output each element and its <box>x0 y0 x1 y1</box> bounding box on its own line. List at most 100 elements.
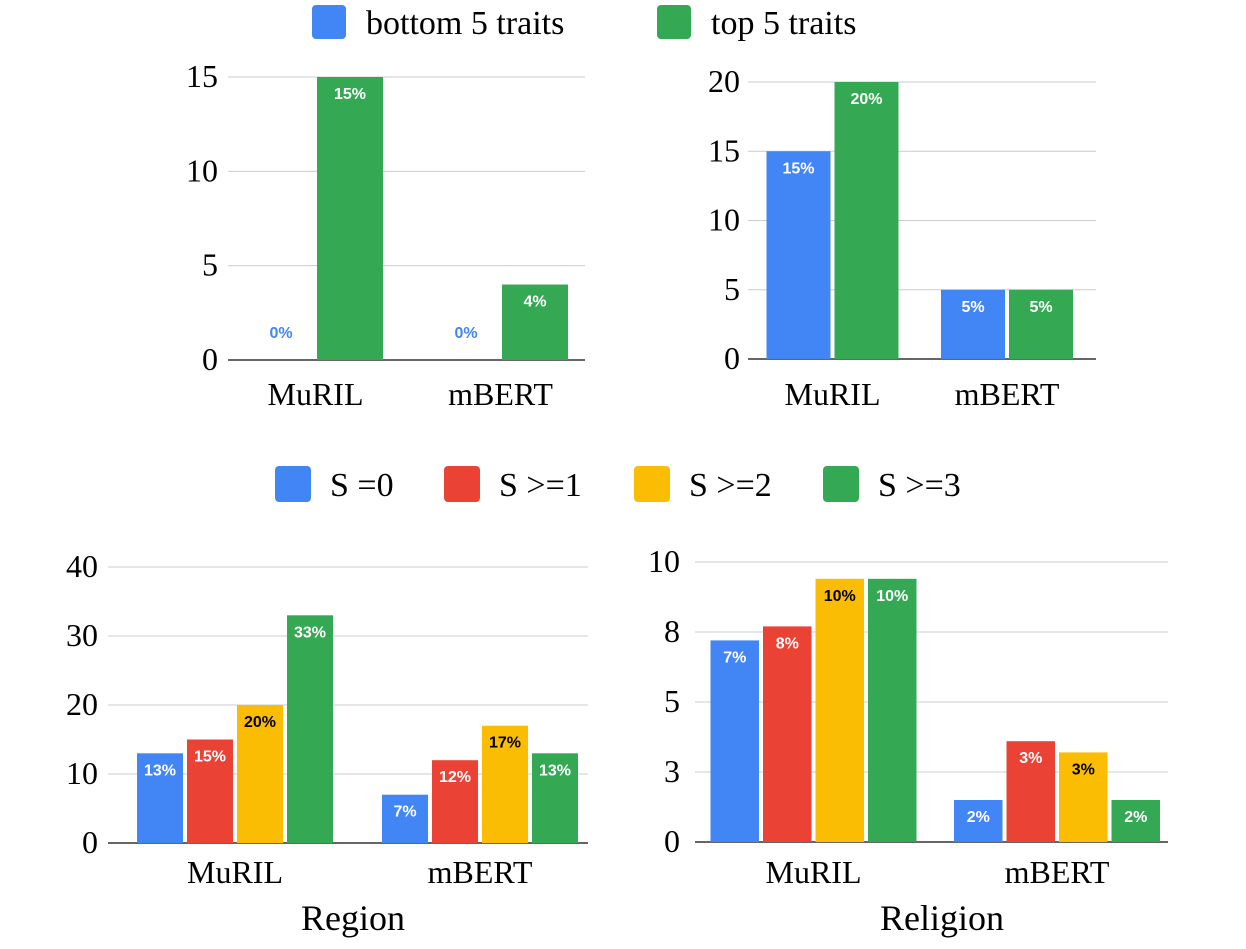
data-label: 12% <box>439 769 471 786</box>
bar[interactable] <box>502 284 568 360</box>
bar[interactable] <box>1006 741 1056 842</box>
data-label: 5% <box>1029 299 1052 316</box>
chart-region: 0 10 20 30 40 13% 15% 20% 33% MuRIL 7% 12% 17% 13% mBE… <box>66 548 588 938</box>
legend-item-s-1[interactable]: S >=1 <box>444 466 582 504</box>
bar-muril-s-3[interactable]: 33% <box>287 615 333 843</box>
bar[interactable] <box>482 725 528 843</box>
bar-muril-s-3[interactable]: 10% <box>868 578 917 842</box>
data-label: 3% <box>1019 750 1042 767</box>
bar-muril-top-5-traits[interactable]: 15% <box>317 77 383 360</box>
y-tick-label: 0 <box>202 341 218 377</box>
data-label: 4% <box>523 294 546 311</box>
bar[interactable] <box>432 760 478 843</box>
y-tick-label: 0 <box>664 823 680 859</box>
x-axis-title: Region <box>301 898 405 938</box>
bar-mbert-bottom-5-traits[interactable]: 0% <box>454 325 477 342</box>
chart-top-right: 0 5 10 15 20 15% 20% MuRIL 5% 5% mBERT <box>708 63 1096 412</box>
bar-mbert-top-5-traits[interactable]: 4% <box>502 284 568 360</box>
category-label-mbert: mBERT <box>448 376 553 412</box>
category-label-mbert: mBERT <box>955 376 1060 412</box>
legend-label: S >=1 <box>499 467 582 504</box>
legend-severity: S =0 S >=1 S >=2 S >=3 <box>275 466 961 504</box>
legend-swatch <box>444 466 480 502</box>
category-label-mbert: mBERT <box>428 854 533 890</box>
data-label: 15% <box>334 86 366 103</box>
y-tick-label: 10 <box>708 202 740 238</box>
data-label: 13% <box>539 762 571 779</box>
bar[interactable] <box>766 151 831 359</box>
bar[interactable] <box>187 739 233 844</box>
bar[interactable] <box>763 626 812 842</box>
bar[interactable] <box>954 800 1003 842</box>
bar-mbert-s-0[interactable]: 7% <box>382 794 428 843</box>
category-label-muril: MuRIL <box>268 376 364 412</box>
legend-swatch <box>275 466 311 502</box>
legend-label: top 5 traits <box>711 5 856 42</box>
y-tick-label: 15 <box>186 58 218 94</box>
bar[interactable] <box>1111 800 1161 842</box>
data-label: 17% <box>489 735 521 752</box>
data-label: 8% <box>776 635 799 652</box>
bar[interactable] <box>1059 752 1108 842</box>
y-tick-label: 40 <box>66 548 98 584</box>
legend-item-s-2[interactable]: S >=2 <box>634 466 772 504</box>
bar-mbert-top-5-traits[interactable]: 5% <box>1009 289 1073 359</box>
data-label: 20% <box>244 714 276 731</box>
bar[interactable] <box>834 82 899 359</box>
legend-traits: bottom 5 traits top 5 traits <box>312 5 856 42</box>
x-axis-title: Religion <box>880 898 1004 938</box>
data-label: 2% <box>1124 809 1147 826</box>
bar-muril-s-0[interactable]: 13% <box>137 753 183 843</box>
bar[interactable] <box>710 640 760 842</box>
data-label: 0% <box>269 325 292 342</box>
bar-muril-s-1[interactable]: 15% <box>187 739 233 844</box>
bar-mbert-bottom-5-traits[interactable]: 5% <box>941 289 1005 359</box>
bar-muril-s-2[interactable]: 20% <box>237 705 283 843</box>
bar-mbert-s-1[interactable]: 12% <box>432 760 478 843</box>
category-label-mbert: mBERT <box>1005 854 1110 890</box>
bar-mbert-s-1[interactable]: 3% <box>1006 741 1056 842</box>
data-label: 10% <box>824 588 856 605</box>
bar-muril-s-2[interactable]: 10% <box>815 578 865 842</box>
legend-label: S =0 <box>330 467 394 504</box>
bar-muril-s-0[interactable]: 7% <box>710 640 760 842</box>
y-tick-label: 5 <box>202 247 218 283</box>
y-tick-label: 20 <box>66 686 98 722</box>
bar[interactable] <box>532 753 578 843</box>
bar-muril-s-1[interactable]: 8% <box>763 626 812 842</box>
legend-item-s-3[interactable]: S >=3 <box>823 466 961 504</box>
y-tick-label: 5 <box>724 271 740 307</box>
bar-mbert-s-2[interactable]: 3% <box>1059 752 1108 842</box>
bar-mbert-s-3[interactable]: 13% <box>532 753 578 843</box>
legend-item-top-5-traits[interactable]: top 5 traits <box>657 5 856 42</box>
bar-muril-bottom-5-traits[interactable]: 15% <box>766 151 831 359</box>
legend-item-bottom-5-traits[interactable]: bottom 5 traits <box>312 5 564 42</box>
data-label: 15% <box>194 749 226 766</box>
bar-mbert-s-0[interactable]: 2% <box>954 800 1003 842</box>
legend-item-s-0[interactable]: S =0 <box>275 466 394 504</box>
bar[interactable] <box>317 77 383 360</box>
bar-mbert-s-2[interactable]: 17% <box>482 725 528 843</box>
bar[interactable] <box>287 615 333 843</box>
chart-religion: 0 3 5 8 10 7% 8% 10% 10% MuRIL 2% 3% 3% 2% mBERTReligi… <box>648 543 1168 938</box>
data-label: 20% <box>850 91 882 108</box>
y-tick-label: 3 <box>664 753 680 789</box>
bar[interactable] <box>237 705 283 843</box>
legend-swatch <box>657 5 691 39</box>
bar[interactable] <box>868 578 917 842</box>
legend-label: S >=3 <box>878 467 961 504</box>
bar[interactable] <box>815 578 865 842</box>
bar[interactable] <box>137 753 183 843</box>
legend-swatch <box>312 5 346 39</box>
y-tick-label: 10 <box>186 152 218 188</box>
bar-muril-bottom-5-traits[interactable]: 0% <box>269 325 292 342</box>
bar-muril-top-5-traits[interactable]: 20% <box>834 82 899 359</box>
y-tick-label: 10 <box>648 543 680 579</box>
bar[interactable] <box>941 289 1005 359</box>
y-tick-label: 30 <box>66 617 98 653</box>
bar[interactable] <box>1009 289 1073 359</box>
bar-mbert-s-3[interactable]: 2% <box>1111 800 1161 842</box>
bar[interactable] <box>382 794 428 843</box>
legend-swatch <box>634 466 670 502</box>
